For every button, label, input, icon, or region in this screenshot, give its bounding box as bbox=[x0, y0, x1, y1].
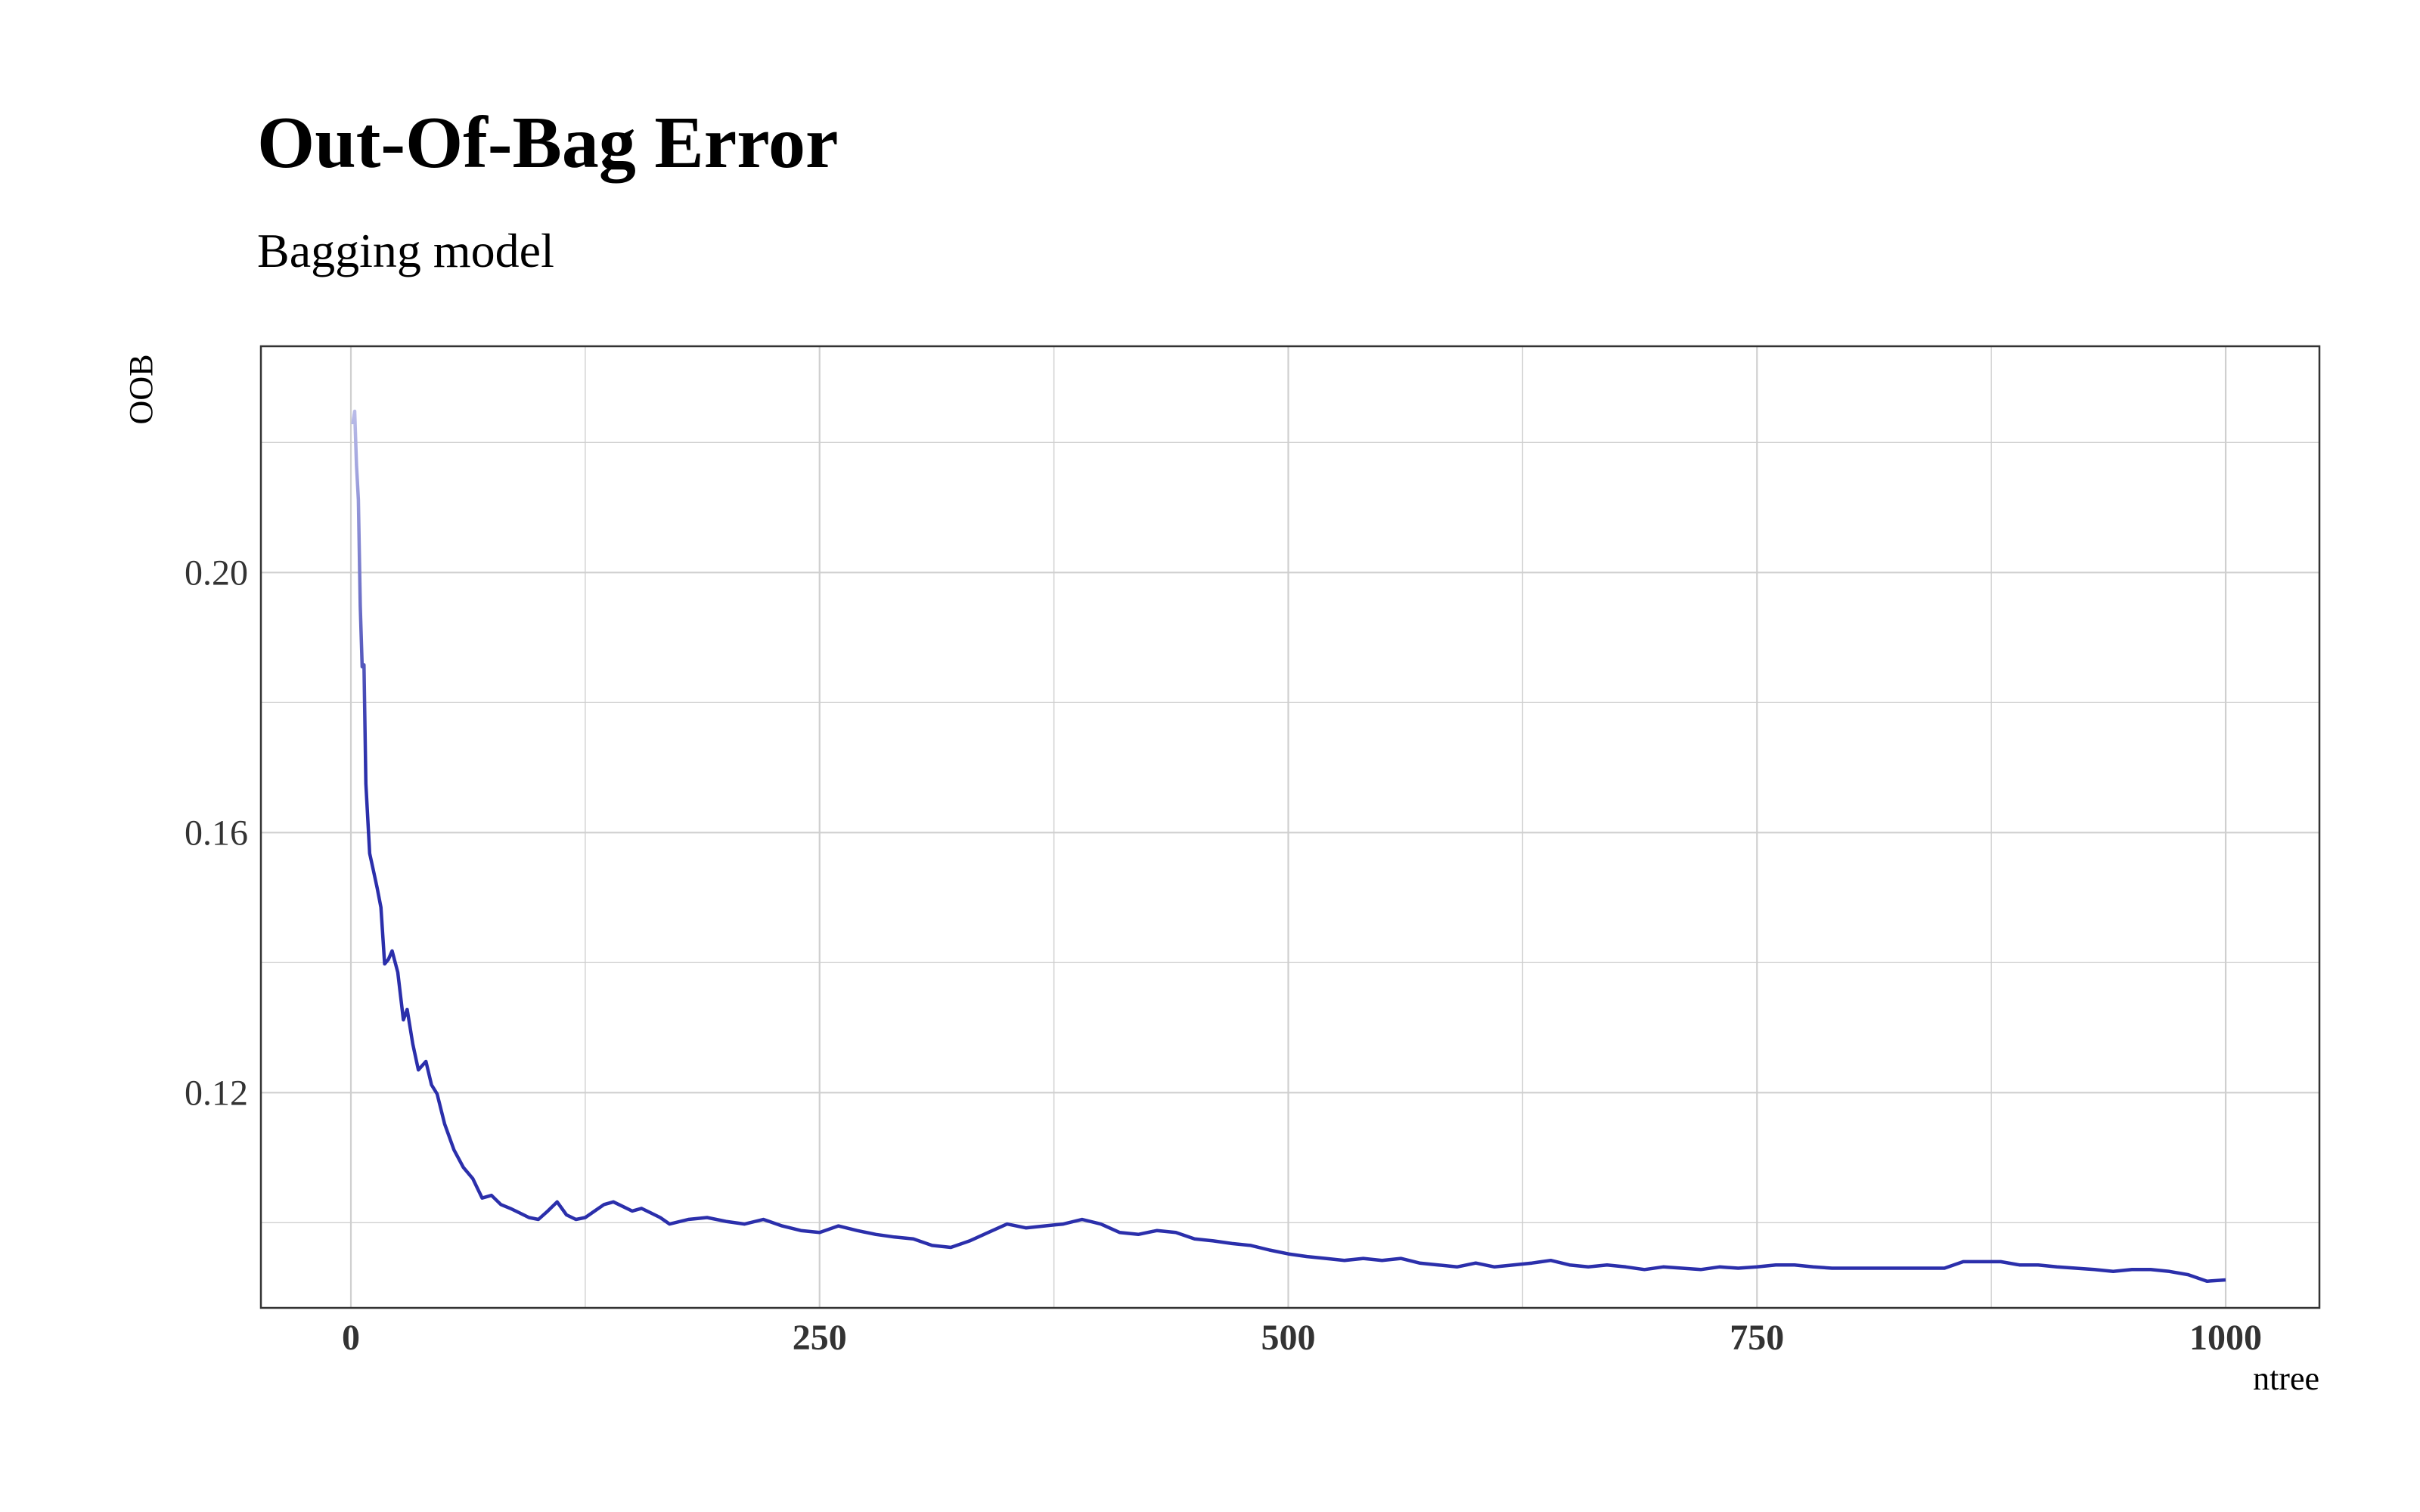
x-tick-label: 500 bbox=[1261, 1318, 1316, 1358]
y-axis-title: OOB bbox=[123, 355, 160, 425]
x-tick-label: 1000 bbox=[2189, 1318, 2262, 1358]
x-axis-title: ntree bbox=[2253, 1360, 2319, 1397]
line-layer bbox=[351, 409, 2226, 1283]
series-line-oob bbox=[351, 409, 2226, 1283]
panel-border bbox=[259, 345, 2321, 1309]
grid-lines bbox=[261, 346, 2319, 1308]
x-tick-label: 0 bbox=[342, 1318, 360, 1358]
x-axis-ticks: 0 250 500 750 1000 bbox=[342, 1318, 2262, 1358]
y-axis-ticks: 0.12 0.16 0.20 bbox=[185, 553, 248, 1113]
x-tick-label: 250 bbox=[793, 1318, 847, 1358]
y-tick-label: 0.16 bbox=[185, 813, 248, 853]
chart-title: Out-Of-Bag Error bbox=[257, 102, 839, 184]
y-tick-label: 0.12 bbox=[185, 1073, 248, 1113]
chart-subtitle: Bagging model bbox=[257, 224, 554, 277]
y-tick-label: 0.20 bbox=[185, 553, 248, 593]
x-tick-label: 750 bbox=[1730, 1318, 1784, 1358]
